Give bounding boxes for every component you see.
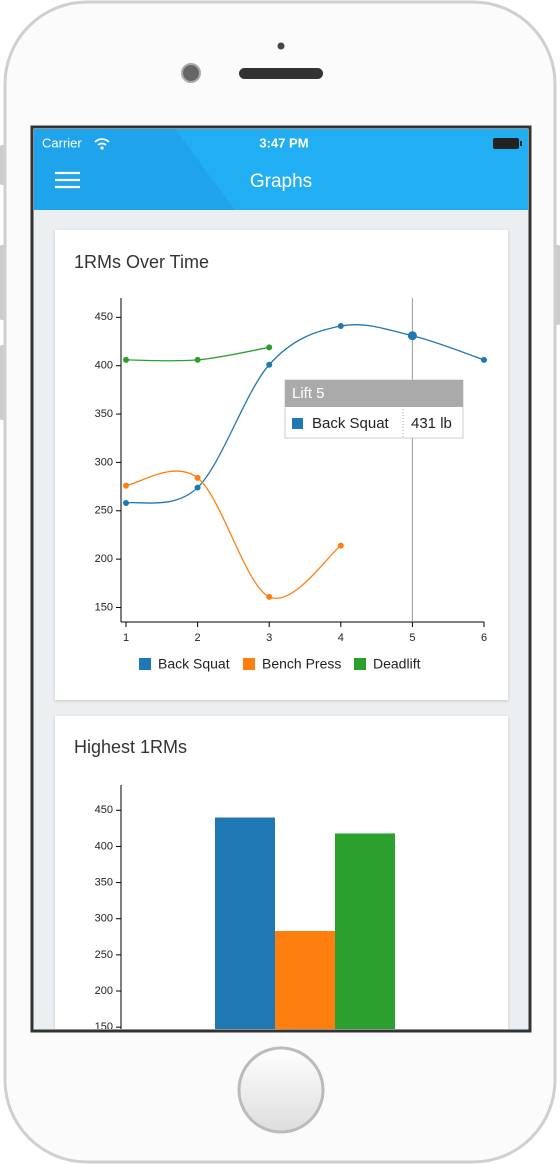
x-tick-label: 4 — [338, 632, 344, 644]
menu-button[interactable] — [55, 171, 80, 189]
legend-label: Bench Press — [262, 656, 341, 672]
x-tick-label: 6 — [481, 632, 487, 644]
card-title: Highest 1RMs — [74, 737, 187, 757]
tooltip-title: Lift 5 — [292, 385, 325, 402]
data-point — [123, 482, 129, 489]
clock: 3:47 PM — [259, 135, 308, 150]
y-tick-label: 300 — [95, 456, 113, 468]
y-tick-label: 400 — [95, 840, 113, 852]
carrier: Carrier — [42, 135, 82, 150]
data-point — [123, 500, 129, 507]
bar — [275, 931, 335, 1029]
y-tick-label: 350 — [95, 876, 113, 888]
y-tick-label: 200 — [95, 985, 113, 997]
legend-swatch — [139, 658, 151, 670]
legend-label: Back Squat — [158, 656, 230, 672]
data-point — [266, 344, 273, 351]
tooltip-series: Back Squat — [312, 415, 390, 432]
home-button[interactable] — [237, 1046, 325, 1134]
data-point — [194, 484, 201, 491]
y-tick-label: 250 — [95, 949, 113, 961]
y-tick-label: 200 — [95, 553, 113, 565]
series-line — [125, 470, 342, 600]
data-point — [407, 331, 417, 341]
tooltip: Lift 5 Back Squat 431 lb — [284, 379, 464, 439]
y-tick-label: 150 — [95, 1021, 113, 1033]
y-tick-label: 450 — [95, 311, 113, 323]
app-title: Graphs — [250, 171, 312, 192]
card-title: 1RMs Over Time — [74, 252, 209, 272]
y-tick-label: 450 — [95, 804, 113, 816]
data-point — [194, 474, 201, 481]
y-tick-label: 250 — [95, 505, 113, 517]
y-tick-label: 400 — [95, 360, 113, 372]
legend-label: Deadlift — [373, 656, 421, 672]
legend-swatch — [243, 658, 255, 670]
camera — [181, 63, 201, 83]
bar — [335, 833, 395, 1029]
y-tick-label: 300 — [95, 913, 113, 925]
y-tick-label: 150 — [95, 601, 113, 613]
sensor — [277, 42, 285, 50]
x-tick-label: 2 — [195, 632, 201, 644]
battery — [493, 138, 519, 149]
tooltip-value: 431 lb — [411, 415, 452, 432]
legend-swatch — [354, 658, 366, 670]
card — [55, 230, 508, 700]
data-point — [123, 356, 129, 363]
wifi-dot — [100, 146, 104, 150]
tooltip-swatch — [292, 418, 303, 429]
x-tick-label: 5 — [409, 632, 415, 644]
data-point — [266, 593, 273, 600]
data-point — [194, 356, 201, 363]
data-point — [337, 542, 344, 549]
battery-tip — [520, 141, 522, 146]
data-point — [337, 323, 344, 330]
screen-content: Carrier 3:47 PM Graphs 1RMs Over Time Hi… — [34, 129, 528, 1033]
y-tick-label: 350 — [95, 408, 113, 420]
x-tick-label: 3 — [266, 632, 272, 644]
data-point — [266, 361, 273, 368]
data-point — [481, 356, 487, 363]
tooltip-header — [285, 380, 463, 407]
speaker — [239, 68, 323, 79]
wifi-icon — [94, 138, 110, 146]
x-tick-label: 1 — [123, 632, 129, 644]
bar — [215, 817, 275, 1029]
app-bar-shade — [34, 129, 235, 210]
